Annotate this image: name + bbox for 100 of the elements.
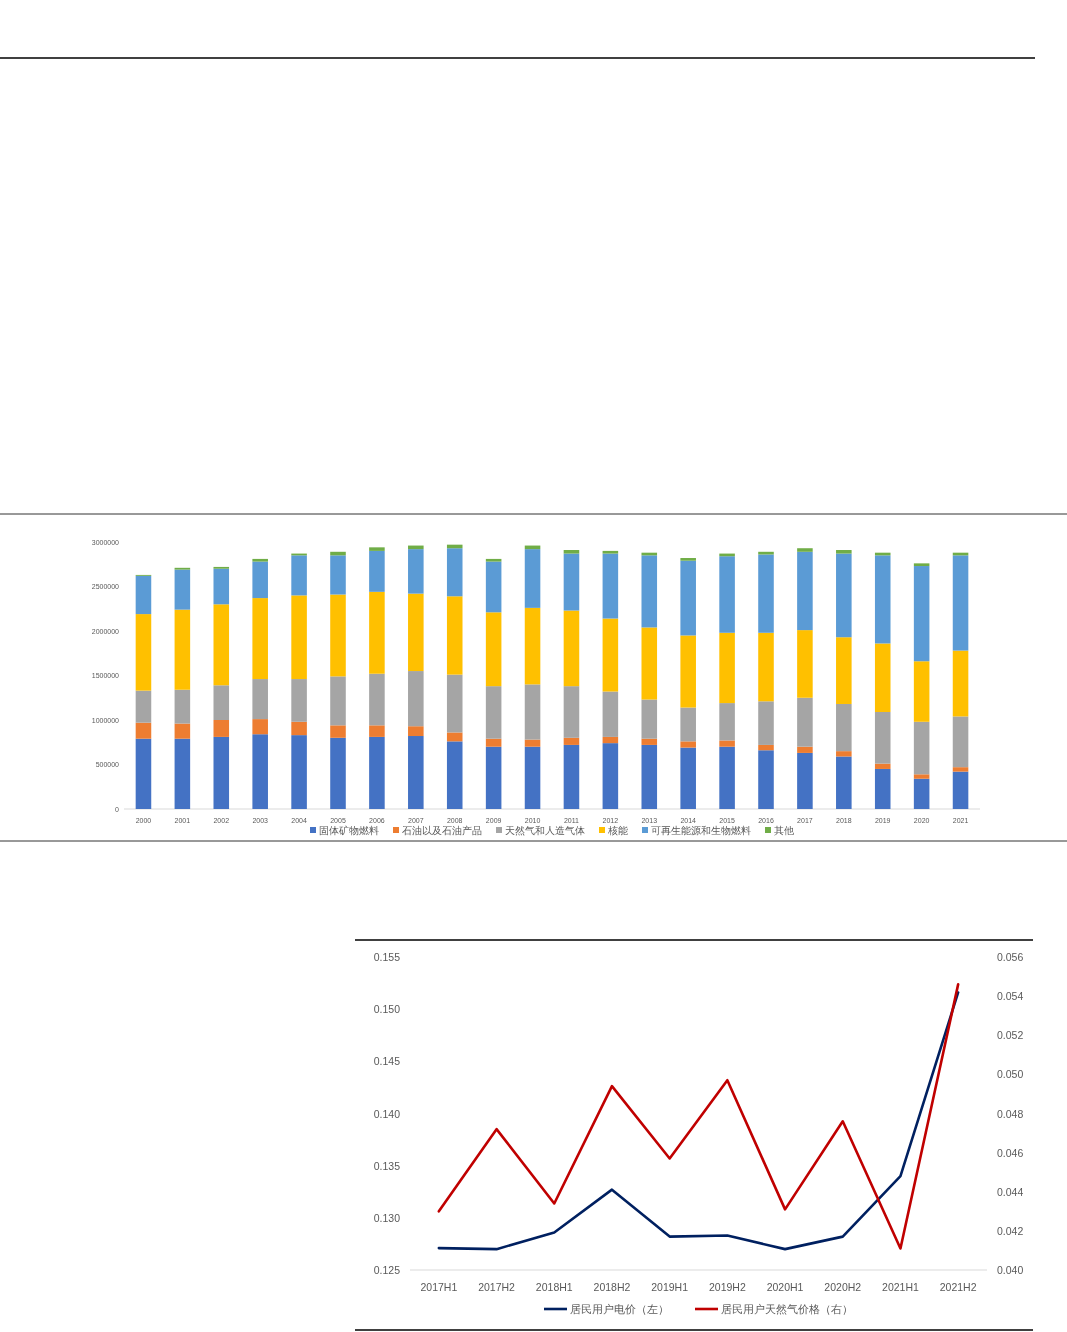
legend-label: 核能 xyxy=(607,824,628,836)
bar xyxy=(641,738,658,745)
bar xyxy=(952,555,969,651)
bar xyxy=(252,734,268,809)
bar xyxy=(952,771,969,809)
bar xyxy=(680,747,696,809)
bar xyxy=(446,596,463,675)
bar xyxy=(874,555,891,644)
bar xyxy=(446,548,463,597)
x-tick-label: 2017H1 xyxy=(420,1281,458,1293)
y2-tick-label: 0.040 xyxy=(997,1264,1024,1276)
bar xyxy=(135,614,152,691)
bar xyxy=(563,550,580,554)
bar xyxy=(758,554,774,633)
bar xyxy=(369,673,385,726)
bar xyxy=(252,719,268,735)
bar xyxy=(952,716,969,768)
bar xyxy=(836,756,852,809)
bar xyxy=(408,593,424,672)
bar xyxy=(719,746,735,809)
x-tick-label: 2020H2 xyxy=(824,1281,862,1293)
bar xyxy=(446,732,463,742)
legend-label: 天然气和人造气体 xyxy=(505,824,585,836)
bar xyxy=(563,686,580,738)
bar xyxy=(369,550,385,592)
bar xyxy=(446,741,463,809)
bar xyxy=(563,610,580,687)
x-tick-label: 2018H2 xyxy=(593,1281,631,1293)
bar xyxy=(758,750,774,809)
bar xyxy=(213,568,230,605)
bar xyxy=(836,751,852,757)
bar xyxy=(874,643,891,712)
bar xyxy=(602,736,619,744)
bar xyxy=(330,555,346,595)
bar xyxy=(680,560,696,636)
bar xyxy=(369,591,385,674)
bar xyxy=(369,725,385,737)
bar xyxy=(563,553,580,611)
bar xyxy=(408,549,424,594)
bar xyxy=(485,686,502,739)
y2-tick-label: 0.048 xyxy=(997,1107,1024,1120)
bar xyxy=(291,555,307,596)
bar xyxy=(485,612,502,687)
y-tick-label: 0.130 xyxy=(373,1211,401,1224)
x-tick-label: 2017H2 xyxy=(478,1281,516,1293)
y-tick-label: 0.140 xyxy=(373,1107,401,1120)
bar xyxy=(836,550,852,554)
bar xyxy=(602,618,619,692)
legend-label: 石油以及石油产品 xyxy=(402,824,482,836)
bar xyxy=(797,746,813,753)
bar xyxy=(135,690,152,723)
legend-label: 固体矿物燃料 xyxy=(319,824,379,836)
x-tick-label: 2021H2 xyxy=(939,1281,977,1293)
y2-tick-label: 0.042 xyxy=(997,1224,1024,1237)
y-tick-label: 0.150 xyxy=(373,1003,401,1016)
bar xyxy=(563,744,580,809)
bar xyxy=(213,736,230,809)
bar xyxy=(913,661,930,722)
bar xyxy=(330,594,346,677)
bar xyxy=(369,736,385,809)
bar xyxy=(602,691,619,737)
bar xyxy=(174,569,191,610)
bar xyxy=(602,553,619,619)
bar xyxy=(524,739,541,747)
bar xyxy=(524,684,541,740)
bar xyxy=(252,679,268,720)
x-tick-label: 2019H2 xyxy=(708,1281,746,1293)
bar xyxy=(252,598,268,680)
y-tick-label: 0.155 xyxy=(373,951,401,963)
bar xyxy=(524,746,541,809)
bar xyxy=(174,723,191,739)
bar xyxy=(719,740,735,747)
bar xyxy=(135,722,152,739)
bar xyxy=(408,671,424,727)
bar xyxy=(641,744,658,809)
bar xyxy=(797,551,813,631)
bar xyxy=(641,555,658,628)
bar xyxy=(524,607,541,685)
y2-tick-label: 0.052 xyxy=(997,1029,1024,1042)
bar xyxy=(913,566,930,662)
bar xyxy=(680,558,696,561)
bar xyxy=(213,685,230,720)
bar xyxy=(135,575,152,615)
bar xyxy=(797,697,813,747)
bar xyxy=(913,563,930,567)
legend-label: 居民用户天然气价格（右） xyxy=(721,1303,853,1315)
bar xyxy=(758,701,774,745)
bar xyxy=(174,738,191,809)
bar xyxy=(291,721,307,736)
bar xyxy=(680,707,696,742)
y-tick-label: 0.125 xyxy=(373,1264,401,1276)
x-tick-label: 2018H1 xyxy=(535,1281,573,1293)
bar xyxy=(758,632,774,702)
bar xyxy=(874,711,891,764)
bar xyxy=(719,703,735,741)
y2-tick-label: 0.046 xyxy=(997,1146,1024,1159)
bar xyxy=(680,635,696,708)
legend-label: 其他 xyxy=(774,824,794,836)
y2-tick-label: 0.050 xyxy=(997,1068,1024,1081)
bar xyxy=(485,558,502,562)
